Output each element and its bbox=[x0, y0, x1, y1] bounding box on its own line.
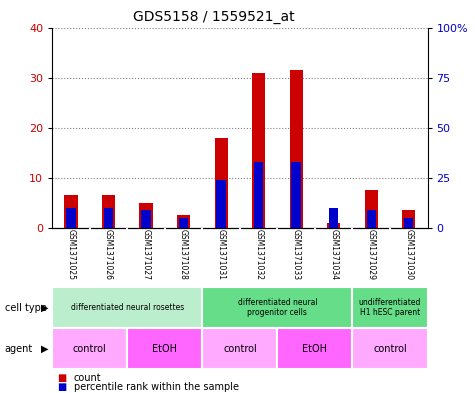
Text: differentiated neural rosettes: differentiated neural rosettes bbox=[71, 303, 184, 312]
Bar bbox=[277, 328, 352, 369]
Text: EtOH: EtOH bbox=[303, 344, 327, 354]
Text: GSM1371031: GSM1371031 bbox=[217, 229, 226, 280]
Text: EtOH: EtOH bbox=[152, 344, 177, 354]
Bar bbox=[65, 195, 77, 228]
Bar bbox=[329, 208, 338, 228]
Text: ▶: ▶ bbox=[41, 303, 49, 312]
Text: GSM1371028: GSM1371028 bbox=[179, 229, 188, 280]
Text: control: control bbox=[73, 344, 107, 354]
Bar bbox=[290, 70, 303, 228]
Bar bbox=[127, 328, 202, 369]
Bar bbox=[252, 73, 265, 228]
Text: ■: ■ bbox=[57, 382, 66, 392]
Bar bbox=[177, 215, 190, 228]
Bar bbox=[365, 190, 378, 228]
Bar bbox=[202, 287, 352, 328]
Text: control: control bbox=[373, 344, 407, 354]
Text: control: control bbox=[223, 344, 257, 354]
Bar bbox=[142, 210, 151, 228]
Bar bbox=[140, 203, 152, 228]
Bar bbox=[66, 208, 76, 228]
Bar bbox=[367, 210, 376, 228]
Text: agent: agent bbox=[5, 344, 33, 354]
Text: GSM1371032: GSM1371032 bbox=[254, 229, 263, 280]
Bar bbox=[215, 138, 228, 228]
Bar bbox=[179, 218, 188, 228]
Text: GSM1371034: GSM1371034 bbox=[329, 229, 338, 280]
Bar bbox=[52, 287, 202, 328]
Text: ■: ■ bbox=[57, 373, 66, 383]
Bar bbox=[352, 328, 428, 369]
Text: GSM1371027: GSM1371027 bbox=[142, 229, 151, 280]
Bar bbox=[254, 162, 263, 228]
Bar bbox=[352, 287, 428, 328]
Bar bbox=[402, 210, 415, 228]
Text: ▶: ▶ bbox=[41, 344, 49, 354]
Text: count: count bbox=[74, 373, 101, 383]
Text: percentile rank within the sample: percentile rank within the sample bbox=[74, 382, 238, 392]
Text: GSM1371029: GSM1371029 bbox=[367, 229, 376, 280]
Bar bbox=[202, 328, 277, 369]
Text: GSM1371033: GSM1371033 bbox=[292, 229, 301, 280]
Text: cell type: cell type bbox=[5, 303, 47, 312]
Bar bbox=[52, 328, 127, 369]
Text: GDS5158 / 1559521_at: GDS5158 / 1559521_at bbox=[133, 10, 294, 24]
Text: undifferentiated
H1 hESC parent: undifferentiated H1 hESC parent bbox=[359, 298, 421, 317]
Text: differentiated neural
progenitor cells: differentiated neural progenitor cells bbox=[238, 298, 317, 317]
Bar bbox=[217, 180, 226, 228]
Bar bbox=[327, 223, 340, 228]
Text: GSM1371030: GSM1371030 bbox=[404, 229, 413, 280]
Bar bbox=[104, 208, 113, 228]
Bar bbox=[292, 162, 301, 228]
Bar bbox=[102, 195, 115, 228]
Text: GSM1371026: GSM1371026 bbox=[104, 229, 113, 280]
Text: GSM1371025: GSM1371025 bbox=[66, 229, 76, 280]
Bar bbox=[404, 218, 413, 228]
